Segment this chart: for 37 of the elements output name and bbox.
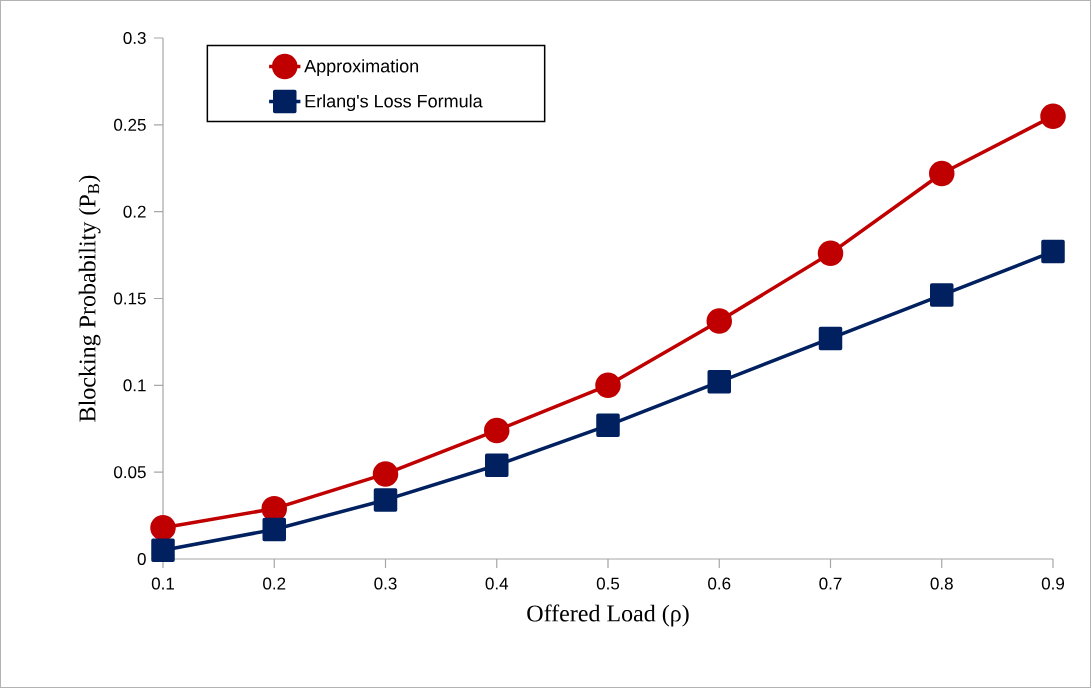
y-tick-label: 0.25	[114, 118, 146, 131]
y-tick-label: 0.2	[123, 205, 146, 218]
point	[373, 488, 398, 512]
legend-label: Approximation	[304, 59, 419, 77]
y-tick-label: 0.1	[123, 379, 146, 392]
point	[817, 240, 844, 267]
point	[151, 538, 175, 563]
x-tick-label: 0.6	[708, 577, 731, 590]
point	[484, 417, 510, 444]
point	[485, 453, 509, 477]
x-tick-label: 0.5	[596, 577, 620, 590]
x-tick-label: 0.1	[151, 577, 174, 590]
point	[372, 461, 399, 487]
point	[1041, 239, 1065, 264]
y-tick-label: 0.15	[114, 292, 146, 305]
point	[707, 370, 731, 394]
x-tick-label: 0.4	[485, 577, 509, 590]
point	[596, 413, 620, 438]
x-tick-label: 0.2	[263, 577, 286, 590]
x-axis-title: Offered Load (ρ)	[527, 604, 689, 627]
legend-label: Erlang's Loss Formula	[305, 94, 483, 112]
x-tick-label: 0.9	[1041, 577, 1065, 590]
point	[818, 326, 843, 351]
point	[930, 283, 954, 307]
x-tick-label: 0.3	[374, 577, 397, 590]
y-tick-label: 0.3	[123, 31, 146, 45]
point	[929, 160, 955, 187]
x-tick-label: 0.7	[819, 577, 842, 590]
y-tick-label: 0	[137, 552, 146, 566]
point	[595, 372, 621, 399]
point	[1040, 103, 1066, 129]
y-axis-title: Blocking Probability (P$_{B}$)	[78, 175, 101, 422]
point	[150, 514, 176, 541]
y-tick-label: 0.05	[114, 466, 146, 479]
x-tick-label: 0.8	[930, 577, 953, 590]
point	[706, 308, 732, 334]
point	[262, 517, 286, 542]
